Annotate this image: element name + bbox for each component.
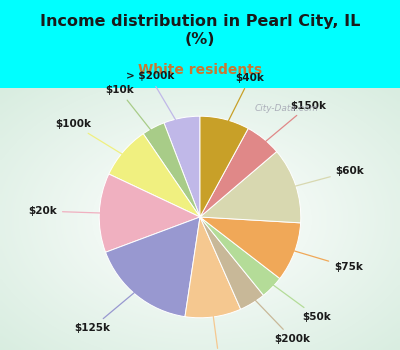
Text: Income distribution in Pearl City, IL
(%): Income distribution in Pearl City, IL (%… xyxy=(40,14,360,47)
Text: $125k: $125k xyxy=(74,283,146,333)
Wedge shape xyxy=(109,134,200,217)
Text: $30k: $30k xyxy=(205,302,233,350)
Text: $75k: $75k xyxy=(280,247,363,272)
Text: $50k: $50k xyxy=(262,276,331,322)
Text: $200k: $200k xyxy=(245,289,311,344)
Text: $20k: $20k xyxy=(28,206,115,216)
Text: $100k: $100k xyxy=(55,119,135,162)
Wedge shape xyxy=(200,217,264,309)
Wedge shape xyxy=(143,123,200,217)
Wedge shape xyxy=(200,128,277,217)
Text: $40k: $40k xyxy=(222,73,264,134)
Text: $150k: $150k xyxy=(254,101,326,151)
Wedge shape xyxy=(200,217,280,295)
Wedge shape xyxy=(164,116,200,217)
Wedge shape xyxy=(185,217,241,318)
Wedge shape xyxy=(200,217,301,279)
Text: $10k: $10k xyxy=(105,85,160,142)
Text: White residents: White residents xyxy=(138,63,262,77)
Text: > $200k: > $200k xyxy=(126,71,184,133)
Wedge shape xyxy=(200,152,301,223)
Text: $60k: $60k xyxy=(281,166,364,190)
Wedge shape xyxy=(99,174,200,252)
Wedge shape xyxy=(106,217,200,317)
Text: City-Data.com: City-Data.com xyxy=(254,104,318,113)
Wedge shape xyxy=(200,116,248,217)
